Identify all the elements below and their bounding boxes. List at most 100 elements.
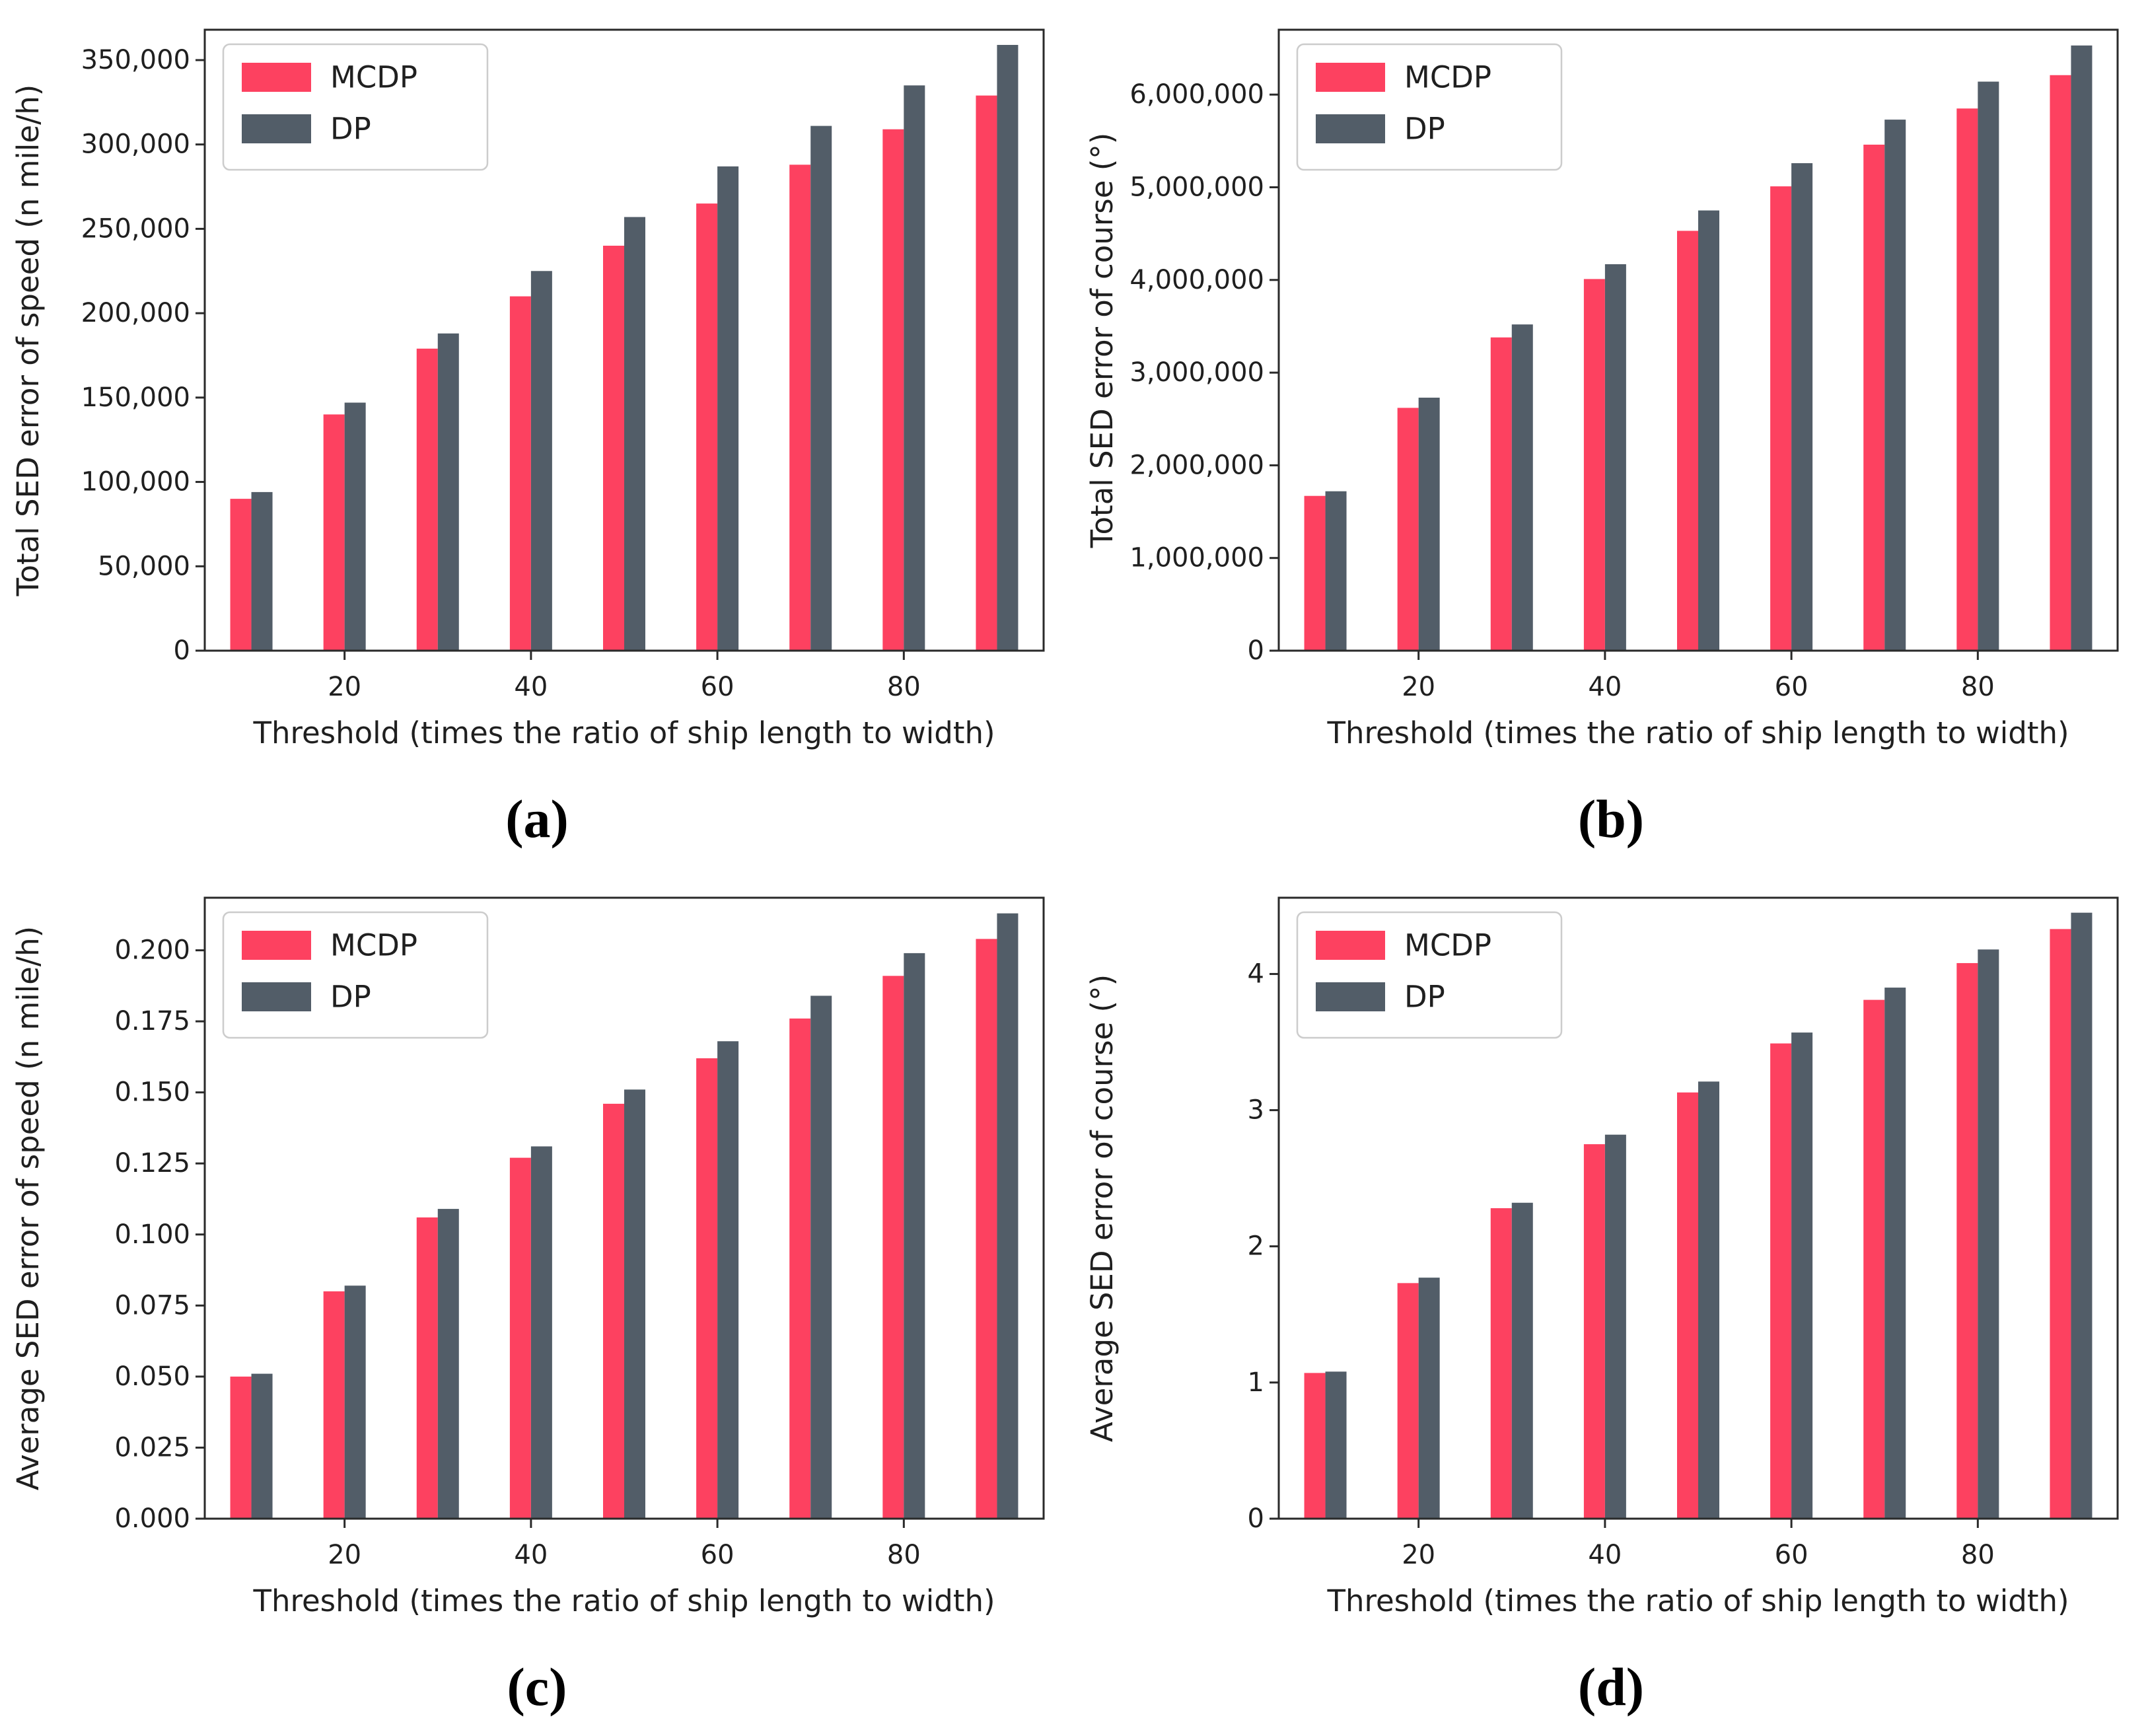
y-tick-label: 50,000 [98,551,190,581]
bar-dp-60 [1791,163,1813,651]
bar-mcdp-70 [1863,999,1885,1519]
bar-dp-80 [904,953,925,1519]
x-axis-label: Threshold (times the ratio of ship lengt… [252,715,995,750]
bar-dp-10 [251,1373,273,1519]
bar-dp-80 [904,85,925,651]
y-tick-label: 3 [1248,1095,1264,1126]
x-tick-label: 20 [1402,672,1435,702]
bar-dp-70 [810,126,832,651]
legend-swatch-mcdp [242,931,311,960]
panel-a: 0 50,000 100,000 150,000 200,000 250,000 300,0… [0,0,1074,868]
axes-spines [203,28,1045,652]
x-tick-label: 40 [1588,672,1622,702]
bar-mcdp-60 [696,203,718,651]
legend-label-dp: DP [330,112,371,147]
bar-mcdp-90 [976,939,997,1519]
bar-dp-50 [1698,210,1719,651]
bar-dp-10 [251,491,273,651]
legend-label-dp: DP [330,980,371,1015]
bar-mcdp-30 [1490,1208,1512,1519]
x-tick-label: 40 [514,672,548,702]
bar-mcdp-30 [416,348,438,651]
bar-mcdp-70 [789,164,811,651]
chart-total-sed-speed: 0 50,000 100,000 150,000 200,000 250,000 300,0… [11,28,1045,750]
y-tick-label: 2 [1248,1231,1264,1262]
x-tick-label: 80 [1961,1540,1995,1570]
bar-mcdp-20 [323,414,345,651]
bar-mcdp-40 [509,296,531,651]
bar-mcdp-20 [1397,408,1419,651]
chart-average-sed-course: 0 1 2 3 4 20 40 60 80 Threshold (times the ratio … [1085,896,2119,1618]
bar-dp-80 [1978,81,1999,651]
bar-mcdp-50 [1677,1092,1698,1519]
bar-mcdp-80 [882,976,904,1519]
chart-average-sed-speed: 0.000 0.025 0.050 0.075 0.100 0.125 0.150 0.175… [11,896,1045,1618]
bar-mcdp-80 [1956,962,1978,1519]
y-tick-label: 350,000 [81,45,190,75]
y-tick-label: 1,000,000 [1129,543,1264,573]
bar-mcdp-30 [1490,337,1512,651]
bar-dp-10 [1325,491,1347,651]
bar-mcdp-20 [1397,1283,1419,1519]
y-axis-label: Total SED error of course (°) [1085,133,1120,549]
legend-swatch-dp [242,982,311,1011]
bar-dp-40 [530,271,552,651]
bar-mcdp-40 [1583,279,1605,651]
axes-spines [1277,896,2119,1520]
bar-dp-70 [810,995,832,1519]
bar-dp-80 [1978,949,1999,1519]
x-tick-label: 80 [887,1540,921,1570]
bar-dp-30 [1511,1202,1533,1519]
legend-swatch-dp [242,114,311,143]
bar-mcdp-50 [1677,231,1698,651]
bar-dp-60 [717,166,739,651]
bar-dp-20 [1418,397,1440,651]
x-axis-label: Threshold (times the ratio of ship lengt… [252,1583,995,1618]
chart-total-sed-course: 0 1,000,000 2,000,000 3,000,000 4,000,000 5,0… [1085,28,2119,750]
bar-mcdp-70 [1863,144,1885,651]
y-tick-label: 2,000,000 [1129,450,1264,480]
x-tick-label: 80 [1961,672,1995,702]
bar-mcdp-50 [603,245,624,651]
legend-swatch-mcdp [1316,63,1385,92]
bar-dp-90 [997,44,1019,651]
x-axis-label: Threshold (times the ratio of ship lengt… [1326,715,2069,750]
y-tick-label: 0 [1248,635,1264,666]
bar-dp-60 [1791,1032,1813,1519]
y-tick-label: 0.000 [114,1503,190,1534]
caption-d: (d) [1577,1657,1645,1717]
caption-a: (a) [505,789,569,849]
panel-d: 0 1 2 3 4 20 40 60 80 Threshold (times the ratio … [1074,868,2148,1736]
bar-dp-20 [344,1285,366,1519]
legend-label-mcdp: MCDP [1404,60,1491,95]
bar-mcdp-40 [1583,1144,1605,1519]
y-tick-label: 200,000 [81,298,190,328]
bar-mcdp-60 [1770,1043,1792,1519]
bar-mcdp-40 [509,1157,531,1519]
bar-dp-20 [344,402,366,651]
y-tick-label: 0 [1248,1503,1264,1534]
y-tick-label: 0.125 [114,1148,190,1178]
x-tick-label: 20 [1402,1540,1435,1570]
y-tick-label: 0.200 [114,935,190,966]
bar-mcdp-10 [1304,495,1326,651]
x-tick-label: 60 [701,1540,734,1570]
x-tick-label: 20 [328,1540,361,1570]
bar-mcdp-50 [603,1103,624,1519]
bar-mcdp-90 [2050,75,2071,651]
bar-mcdp-10 [1304,1373,1326,1519]
x-tick-label: 80 [887,672,921,702]
y-tick-label: 0.150 [114,1077,190,1108]
bar-dp-90 [2071,912,2093,1519]
y-tick-label: 5,000,000 [1129,172,1264,203]
y-tick-label: 0.025 [114,1432,190,1463]
bar-dp-10 [1325,1371,1347,1519]
x-tick-label: 60 [701,672,734,702]
legend-label-mcdp: MCDP [330,928,417,963]
legend-swatch-mcdp [1316,931,1385,960]
y-tick-label: 0 [174,635,190,666]
bar-dp-90 [2071,45,2093,651]
bar-mcdp-70 [789,1018,811,1519]
bar-mcdp-90 [976,95,997,651]
